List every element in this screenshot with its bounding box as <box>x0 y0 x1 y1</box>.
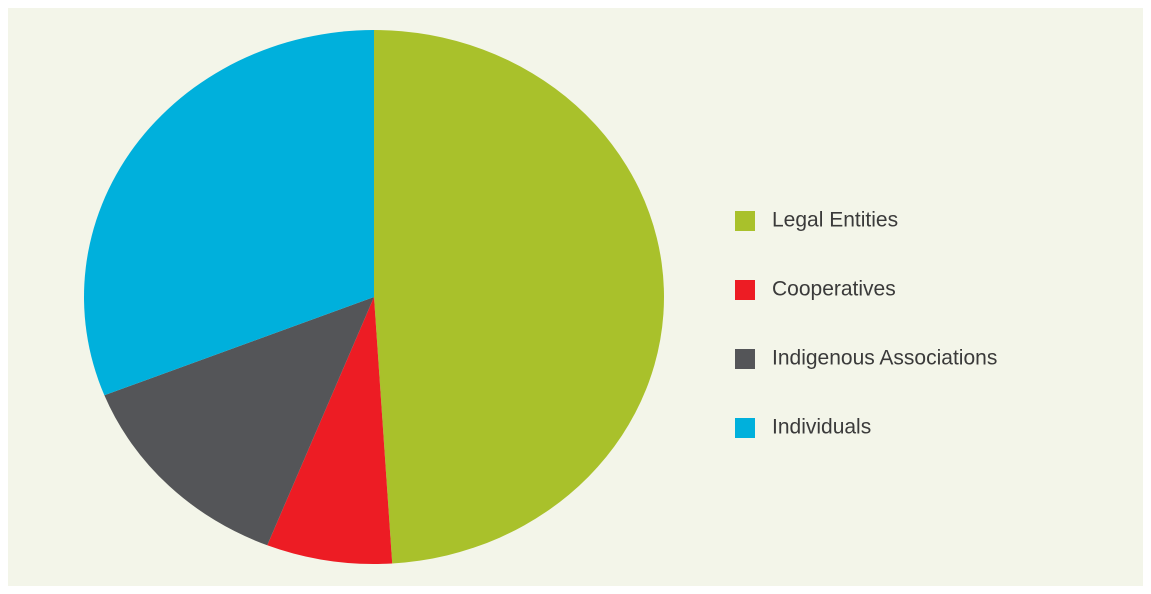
pie-slice <box>267 297 393 564</box>
pie-slice <box>104 297 375 546</box>
pie-slice <box>83 30 375 396</box>
legend-label: Individuals <box>772 416 871 439</box>
pie-slice <box>374 30 665 564</box>
legend-swatch <box>735 280 755 300</box>
legend-label: Legal Entities <box>772 209 898 232</box>
legend-swatch <box>735 211 755 231</box>
legend-swatch <box>735 418 755 438</box>
legend-swatch <box>735 349 755 369</box>
legend-label: Indigenous Associations <box>772 347 997 370</box>
legend-label: Cooperatives <box>772 278 896 301</box>
